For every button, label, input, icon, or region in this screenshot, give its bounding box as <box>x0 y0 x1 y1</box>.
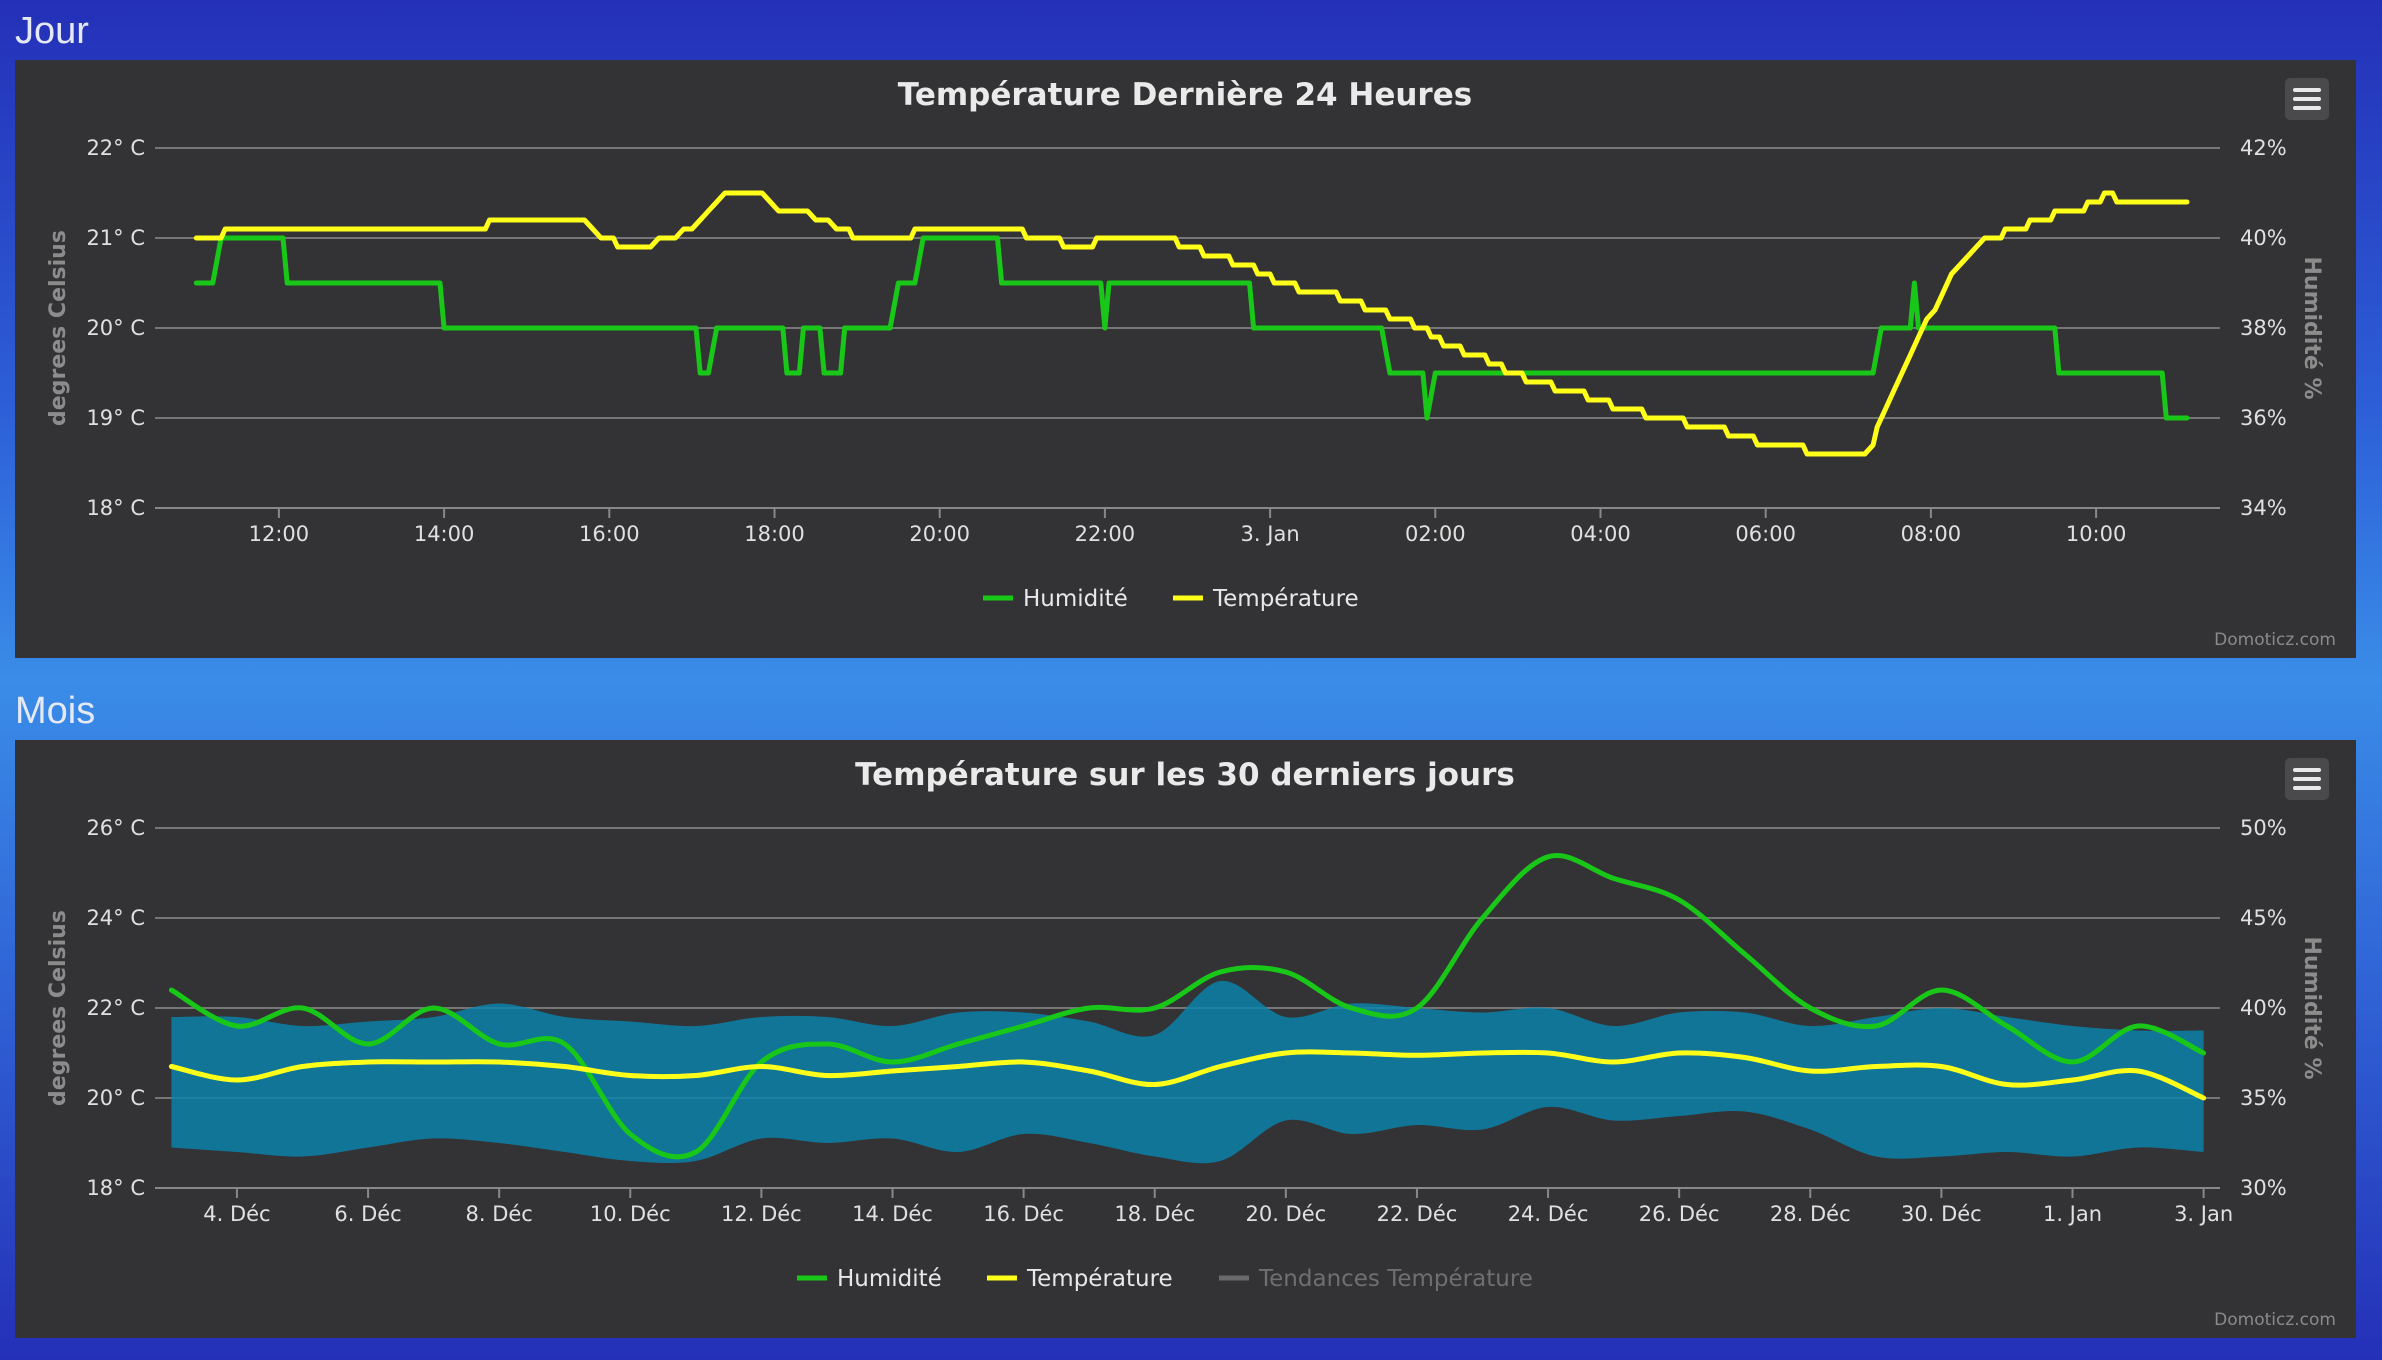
x-tick-label: 8. Déc <box>465 1202 532 1226</box>
y-tick-label: 20° C <box>86 1086 145 1110</box>
legend-item[interactable]: Tendances Température <box>1219 1266 1533 1292</box>
x-tick-label: 04:00 <box>1570 522 1631 546</box>
x-tick-label: 18:00 <box>744 522 805 546</box>
y-tick-label: 22° C <box>86 136 145 160</box>
x-tick-label: 22:00 <box>1075 522 1136 546</box>
x-tick-label: 12. Déc <box>721 1202 802 1226</box>
legend-label: Tendances Température <box>1258 1266 1533 1292</box>
y2-tick-label: 50% <box>2240 816 2287 840</box>
x-tick-label: 10:00 <box>2066 522 2127 546</box>
x-tick-label: 30. Déc <box>1901 1202 1982 1226</box>
y-tick-label: 22° C <box>86 996 145 1020</box>
chart-day-svg: Température Dernière 24 Heures 22° C 21° C… <box>46 77 2324 612</box>
y2-tick-label: 36% <box>2240 406 2287 430</box>
x-tick-label: 02:00 <box>1405 522 1466 546</box>
y2-axis-label: Humidité % <box>2299 937 2324 1080</box>
chart-panel-day: Température Dernière 24 Heures 22° C 21° C… <box>15 60 2356 658</box>
legend-item[interactable]: Température <box>987 1266 1173 1292</box>
y-axis-label: degrees Celsius <box>46 910 71 1106</box>
chart-title: Température Dernière 24 Heures <box>898 77 1472 113</box>
hamburger-menu-icon <box>2293 88 2321 92</box>
x-tick-label: 16:00 <box>579 522 640 546</box>
legend-label: Température <box>1026 1266 1173 1292</box>
x-tick-label: 4. Déc <box>203 1202 270 1226</box>
y2-tick-label: 45% <box>2240 906 2287 930</box>
x-tick-label: 08:00 <box>1901 522 1962 546</box>
x-tick-label: 12:00 <box>249 522 310 546</box>
y2-tick-label: 34% <box>2240 496 2287 520</box>
section-title-month: Mois <box>15 690 96 732</box>
y2-tick-label: 38% <box>2240 316 2287 340</box>
section-title-day: Jour <box>15 10 89 52</box>
legend-item[interactable]: Humidité <box>797 1266 942 1292</box>
x-tick-label: 20:00 <box>909 522 970 546</box>
series-humidity-line <box>193 235 2190 421</box>
y2-axis-label: Humidité % <box>2299 257 2324 400</box>
x-tick-label: 14. Déc <box>852 1202 933 1226</box>
x-tick-label: 10. Déc <box>590 1202 671 1226</box>
y2-tick-label: 42% <box>2240 136 2287 160</box>
y2-tick-label: 40% <box>2240 996 2287 1020</box>
y2-tick-label: 35% <box>2240 1086 2287 1110</box>
chart-month-svg: Température sur les 30 derniers jours 26°… <box>46 757 2324 1292</box>
series-trend-area <box>171 980 2204 1164</box>
x-tick-label: 3. Jan <box>2174 1202 2233 1226</box>
x-tick-label: 26. Déc <box>1639 1202 1720 1226</box>
x-tick-label: 14:00 <box>414 522 475 546</box>
legend-label: Température <box>1212 586 1359 612</box>
x-tick-label: 06:00 <box>1735 522 1796 546</box>
y-tick-label: 20° C <box>86 316 145 340</box>
chart-menu-button-month[interactable] <box>2285 758 2329 800</box>
legend-item[interactable]: Température <box>1173 586 1359 612</box>
x-tick-label: 28. Déc <box>1770 1202 1851 1226</box>
y-tick-label: 26° C <box>86 816 145 840</box>
x-tick-label: 22. Déc <box>1377 1202 1458 1226</box>
x-tick-label: 6. Déc <box>334 1202 401 1226</box>
chart-credit-month[interactable]: Domoticz.com <box>2214 1310 2336 1330</box>
x-tick-label: 18. Déc <box>1114 1202 1195 1226</box>
x-tick-label: 20. Déc <box>1245 1202 1326 1226</box>
y-axis-label: degrees Celsius <box>46 230 71 426</box>
y2-tick-label: 30% <box>2240 1176 2287 1200</box>
hamburger-menu-icon <box>2293 768 2321 772</box>
y-tick-label: 24° C <box>86 906 145 930</box>
x-tick-label: 3. Jan <box>1241 522 1300 546</box>
chart-title: Température sur les 30 derniers jours <box>855 757 1515 793</box>
series-humidity-line <box>168 853 2207 1160</box>
x-tick-label: 16. Déc <box>983 1202 1064 1226</box>
legend-label: Humidité <box>837 1266 942 1292</box>
chart-menu-button-day[interactable] <box>2285 78 2329 120</box>
chart-panel-month: Température sur les 30 derniers jours 26°… <box>15 740 2356 1338</box>
y2-tick-label: 40% <box>2240 226 2287 250</box>
legend-item[interactable]: Humidité <box>983 586 1128 612</box>
chart-credit-day[interactable]: Domoticz.com <box>2214 630 2336 650</box>
y-tick-label: 19° C <box>86 406 145 430</box>
y-tick-label: 18° C <box>86 496 145 520</box>
y-tick-label: 21° C <box>86 226 145 250</box>
series-temperature-line <box>193 190 2190 457</box>
x-tick-label: 24. Déc <box>1508 1202 1589 1226</box>
y-tick-label: 18° C <box>86 1176 145 1200</box>
series-temperature-line <box>168 1049 2207 1101</box>
legend-label: Humidité <box>1023 586 1128 612</box>
x-tick-label: 1. Jan <box>2043 1202 2102 1226</box>
